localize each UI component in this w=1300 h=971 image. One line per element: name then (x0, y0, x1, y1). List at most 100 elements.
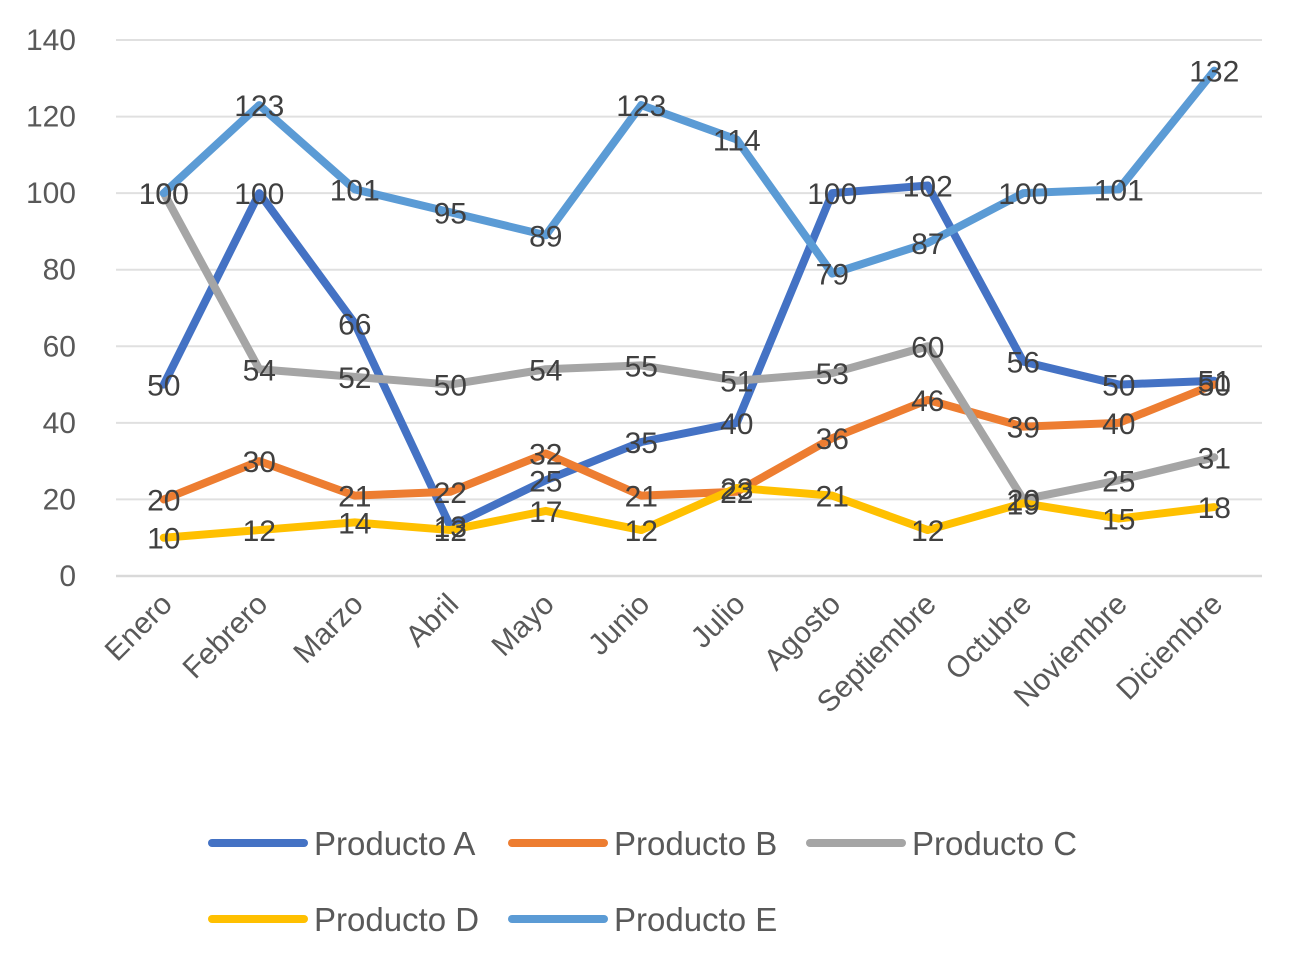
x-tick-label-junio: Junio (582, 588, 656, 662)
y-tick-label: 120 (26, 101, 76, 134)
data-label-producto-c: 60 (911, 331, 944, 364)
x-tick-label-diciembre: Diciembre (1110, 588, 1229, 707)
data-label-producto-e: 123 (234, 90, 284, 123)
legend-label: Producto D (314, 901, 479, 938)
data-label-producto-e: 101 (330, 174, 380, 207)
x-tick-label-mayo: Mayo (485, 588, 560, 663)
y-tick-label: 140 (26, 24, 76, 57)
data-label-producto-e: 132 (1189, 56, 1239, 89)
data-label-producto-d: 17 (529, 496, 562, 529)
data-label-producto-a: 100 (234, 178, 284, 211)
legend-item-producto-d: Producto D (208, 901, 479, 938)
data-label-producto-b: 21 (625, 481, 658, 514)
x-tick-label-enero: Enero (99, 588, 179, 668)
data-label-producto-d: 12 (625, 515, 658, 548)
data-label-producto-a: 50 (147, 370, 180, 403)
data-label-producto-d: 12 (434, 515, 467, 548)
x-tick-label-julio: Julio (685, 588, 752, 655)
data-label-producto-b: 20 (147, 484, 180, 517)
legend-label: Producto B (614, 825, 777, 862)
y-tick-label: 0 (59, 560, 76, 593)
x-tick-label-abril: Abril (399, 588, 465, 654)
data-label-producto-e: 101 (1094, 174, 1144, 207)
series-line-producto-c (159, 189, 1219, 504)
data-label-producto-c: 54 (529, 354, 562, 387)
data-label-producto-e: 100 (139, 178, 189, 211)
data-label-producto-a: 102 (903, 170, 953, 203)
x-tick-label-octubre: Octubre (939, 588, 1038, 687)
data-label-producto-c: 51 (720, 366, 753, 399)
data-label-producto-c: 54 (243, 354, 276, 387)
x-tick-label-febrero: Febrero (177, 588, 275, 686)
y-axis: 0 20 40 60 80 100 120 140 (26, 24, 76, 593)
data-label-producto-e: 95 (434, 197, 467, 230)
data-label-producto-b: 22 (434, 477, 467, 510)
legend-label: Producto C (912, 825, 1077, 862)
legend-item-producto-c: Producto C (806, 825, 1077, 862)
series-line-producto-e (159, 66, 1219, 278)
y-tick-label: 100 (26, 177, 76, 210)
data-label-producto-a: 40 (720, 408, 753, 441)
data-label-producto-b: 30 (243, 446, 276, 479)
data-label-producto-a: 35 (625, 427, 658, 460)
data-label-producto-d: 12 (911, 515, 944, 548)
data-label-producto-d: 19 (1007, 488, 1040, 521)
data-label-producto-d: 18 (1198, 492, 1231, 525)
series-lines (159, 66, 1219, 542)
data-label-producto-e: 87 (911, 228, 944, 261)
y-tick-label: 20 (43, 483, 76, 516)
x-tick-label-agosto: Agosto (758, 588, 847, 677)
data-label-producto-d: 10 (147, 523, 180, 556)
gridlines (116, 39, 1262, 578)
series-line-producto-a (159, 181, 1219, 531)
data-label-producto-c: 20 (1007, 484, 1040, 517)
data-label-producto-a: 100 (807, 178, 857, 211)
data-label-producto-b: 50 (1198, 370, 1231, 403)
data-label-producto-a: 25 (529, 465, 562, 498)
y-tick-label: 80 (43, 254, 76, 287)
data-label-producto-a: 56 (1007, 347, 1040, 380)
data-label-producto-d: 21 (816, 481, 849, 514)
data-label-producto-b: 22 (720, 477, 753, 510)
y-tick-label: 40 (43, 407, 76, 440)
series-line-producto-d (159, 483, 1219, 542)
legend-item-producto-a: Producto A (208, 825, 475, 862)
data-label-producto-a: 13 (434, 511, 467, 544)
data-label-producto-e: 100 (998, 178, 1048, 211)
data-label-producto-d: 12 (243, 515, 276, 548)
legend-item-producto-e: Producto E (508, 901, 777, 938)
data-label-producto-a: 50 (1102, 370, 1135, 403)
y-tick-label: 60 (43, 330, 76, 363)
legend-item-producto-b: Producto B (508, 825, 777, 862)
data-label-producto-b: 36 (816, 423, 849, 456)
data-label-producto-c: 31 (1198, 442, 1231, 475)
data-label-producto-c: 53 (816, 358, 849, 391)
data-label-producto-d: 15 (1102, 504, 1135, 537)
data-label-producto-c: 25 (1102, 465, 1135, 498)
legend-label: Producto E (614, 901, 777, 938)
data-label-producto-e: 79 (816, 259, 849, 292)
data-label-producto-b: 21 (338, 481, 371, 514)
data-label-producto-e: 114 (713, 125, 761, 158)
x-tick-label-marzo: Marzo (287, 588, 369, 670)
data-label-producto-b: 46 (911, 385, 944, 418)
data-label-producto-b: 39 (1007, 412, 1040, 445)
data-label-producto-b: 40 (1102, 408, 1135, 441)
data-label-producto-c: 100 (139, 178, 189, 211)
data-label-producto-c: 55 (625, 350, 658, 383)
data-label-producto-a: 51 (1198, 366, 1231, 399)
legend: Producto A Producto B Producto C Producto D… (208, 825, 1077, 938)
data-label-producto-d: 23 (720, 473, 753, 506)
data-label-producto-e: 123 (616, 90, 666, 123)
data-label-producto-d: 14 (338, 507, 371, 540)
data-label-producto-c: 50 (434, 370, 467, 403)
legend-label: Producto A (314, 825, 475, 862)
data-label-producto-a: 66 (338, 308, 371, 341)
data-label-producto-c: 52 (338, 362, 371, 395)
data-label-producto-e: 89 (529, 220, 562, 253)
series-line-producto-b (159, 380, 1219, 504)
